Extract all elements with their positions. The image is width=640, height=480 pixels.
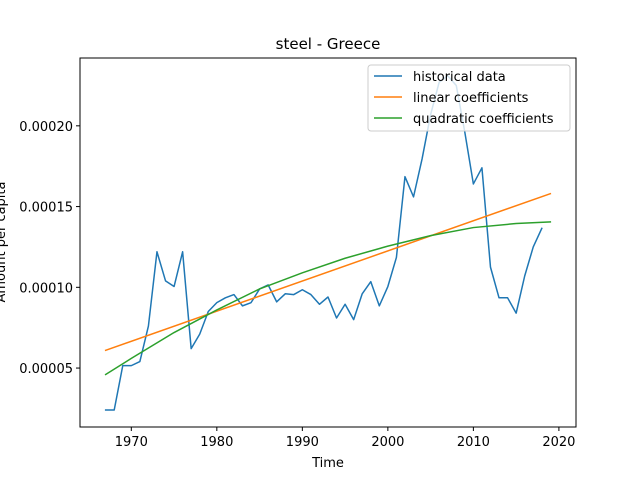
x-axis-title: Time [311, 456, 344, 471]
x-tick-label: 2020 [542, 435, 575, 450]
legend-label: historical data [413, 70, 506, 85]
series-line-historical-data [104, 75, 543, 411]
y-axis-title: Amount per capita [0, 182, 9, 303]
legend-box [367, 64, 571, 132]
x-tick-label: 2000 [371, 435, 404, 450]
legend-label: linear coefficients [413, 91, 529, 106]
chart-title: steel - Greece [276, 35, 381, 53]
y-axis: 0.00005 0.00010 0.00015 0.00020 [19, 120, 80, 377]
series-line-quadratic-coefficients [104, 221, 552, 376]
legend-label: quadratic coefficients [413, 112, 554, 127]
y-tick-label: 0.00005 [19, 362, 73, 377]
y-tick-label: 0.00015 [19, 201, 73, 216]
plot-area [104, 75, 552, 411]
x-tick-label: 1980 [200, 435, 233, 450]
series-line-linear-coefficients [104, 192, 552, 352]
x-tick-label: 2010 [457, 435, 490, 450]
x-tick-label: 1970 [115, 435, 148, 450]
x-tick-label: 1990 [286, 435, 319, 450]
axes-frame [79, 57, 577, 428]
y-tick-label: 0.00020 [19, 120, 73, 135]
y-tick-label: 0.00010 [19, 281, 73, 296]
x-axis: 1970 1980 1990 2000 2010 2020 [115, 427, 575, 450]
legend: historical data linear coefficients quadra… [367, 64, 571, 132]
